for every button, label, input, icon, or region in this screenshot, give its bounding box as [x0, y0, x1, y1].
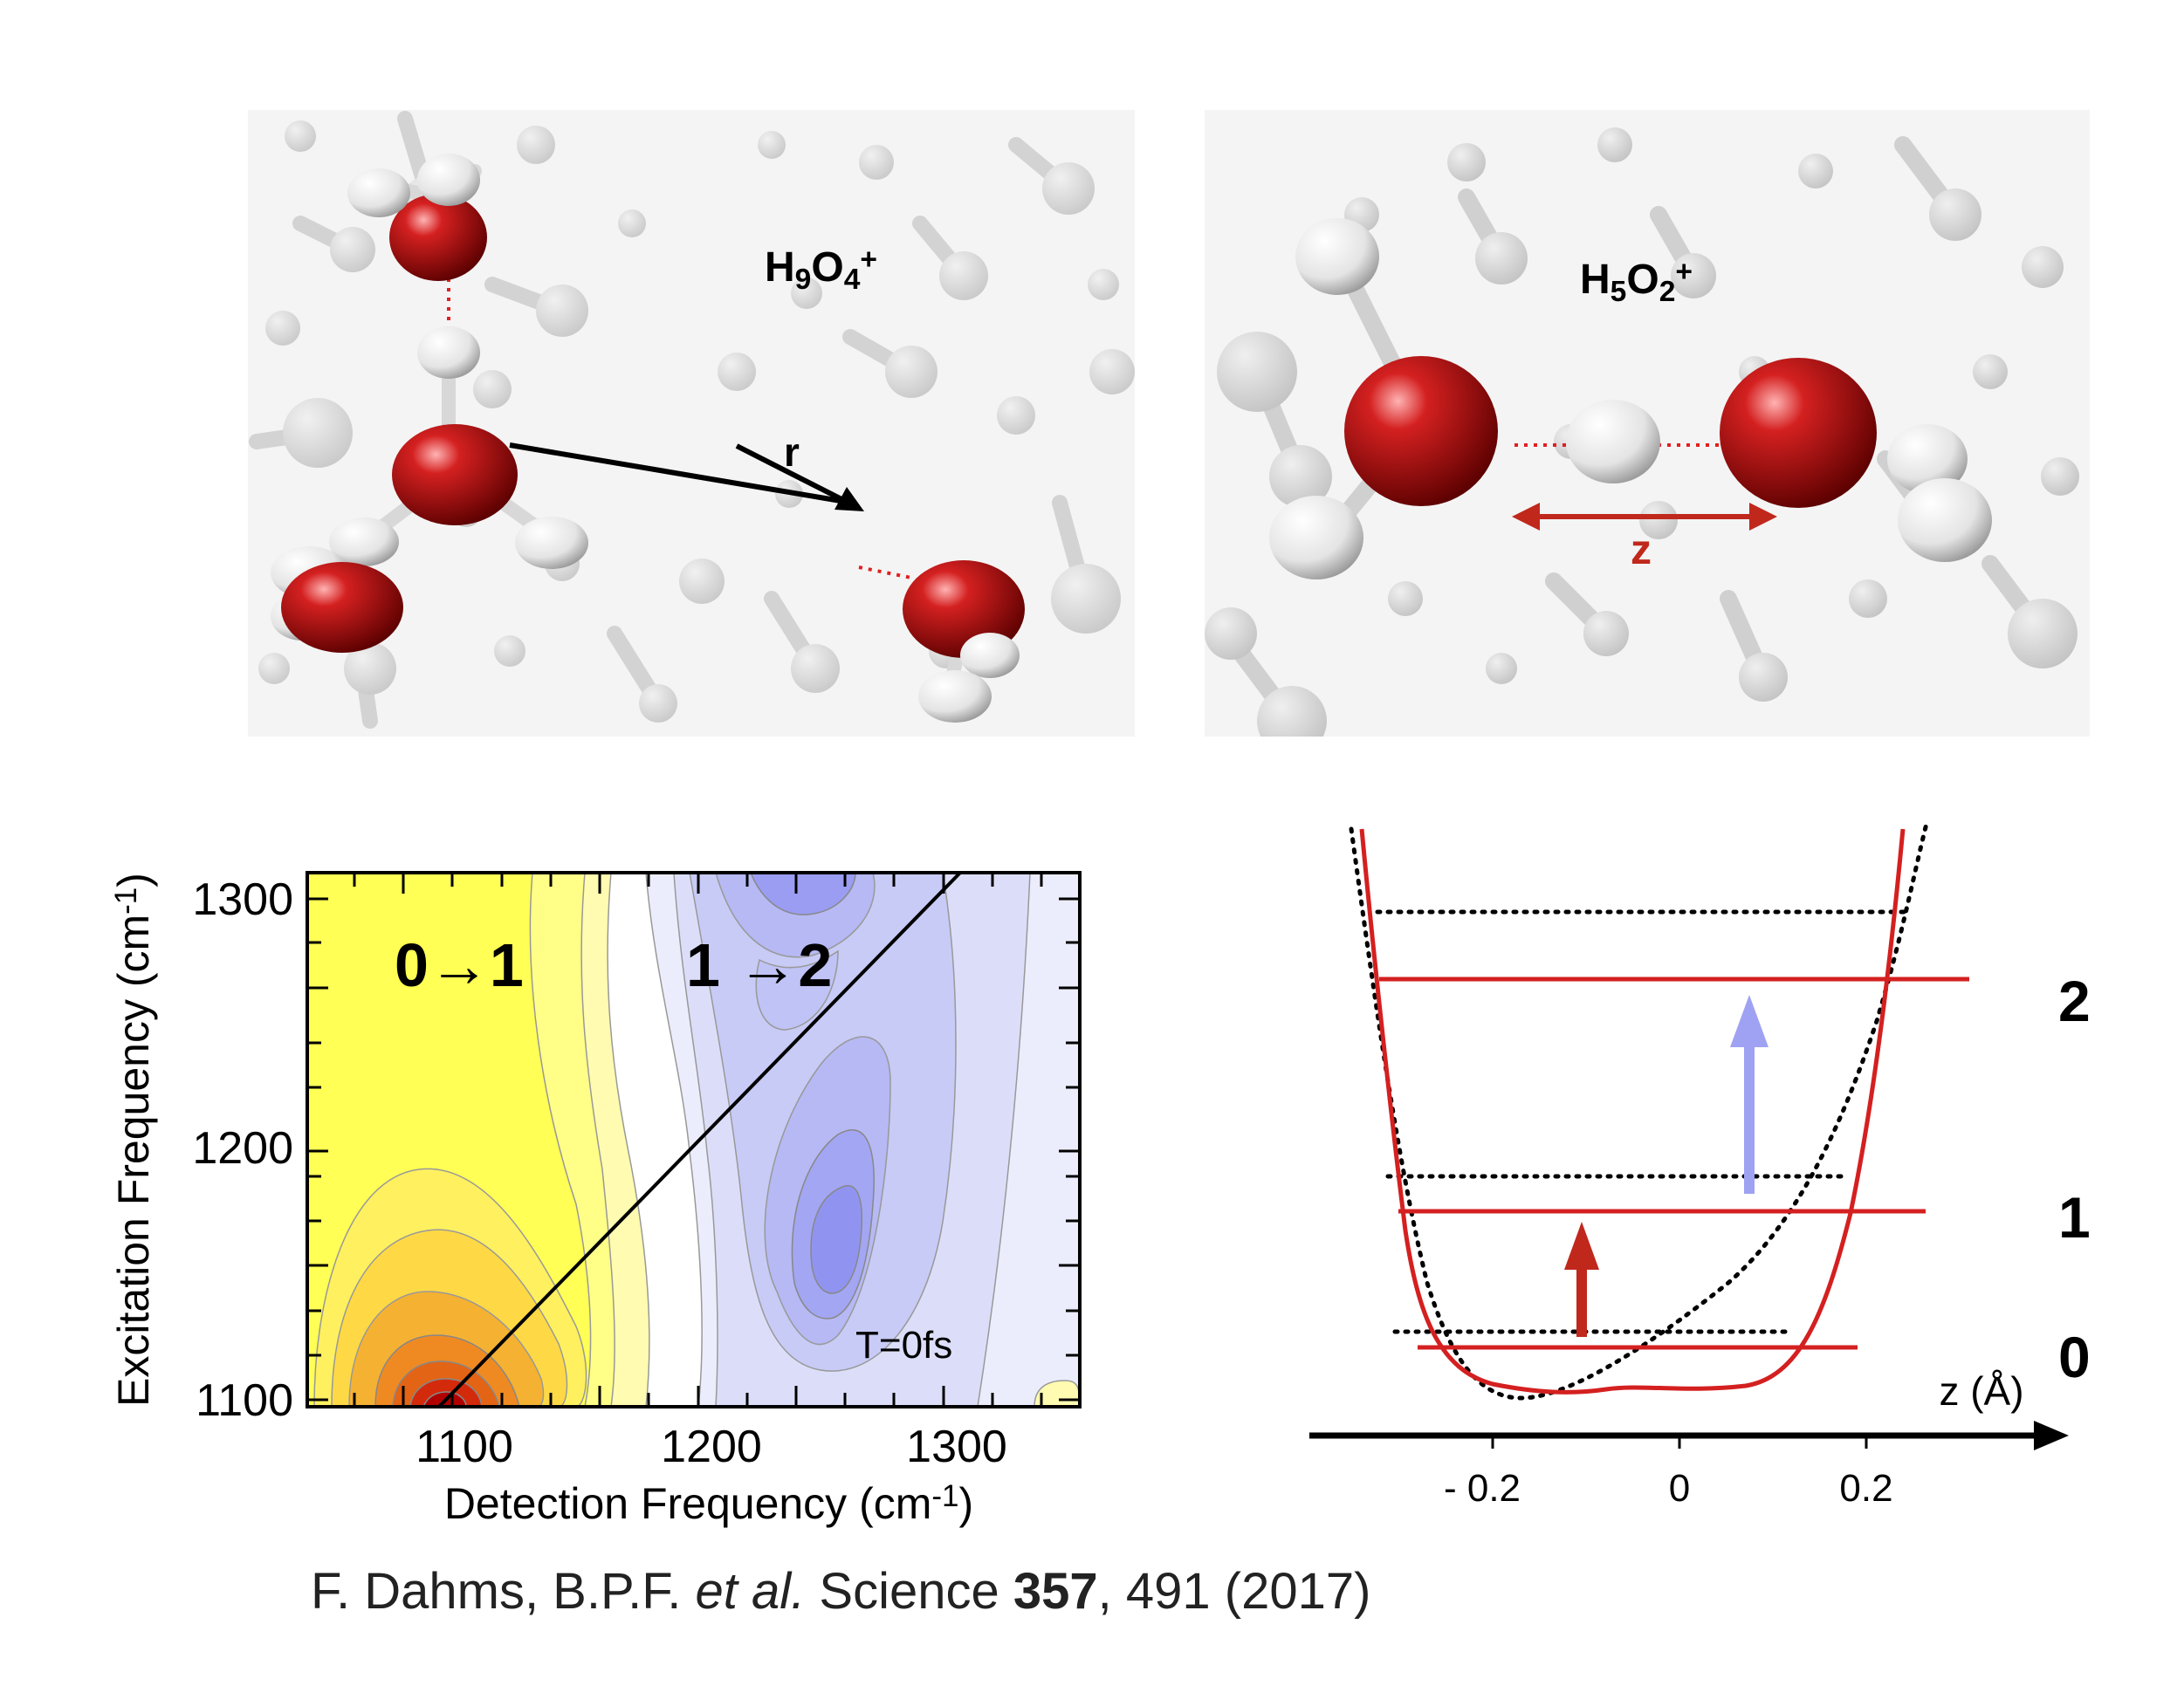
hydrogen-atom: [1269, 496, 1363, 579]
dotted-energy-levels: [1375, 909, 1907, 1334]
x-tick-label: 1300: [906, 1422, 1007, 1472]
x-tick-label: 1200: [661, 1422, 762, 1472]
z-tick-label: 0: [1669, 1467, 1690, 1510]
double-well-potential-curve: [1359, 828, 1906, 1395]
diagonal-line: [437, 873, 962, 1407]
transition-label-0-1: 0→1: [395, 931, 524, 999]
r-label: r: [784, 429, 800, 475]
y-tick-label: 1300: [192, 874, 293, 925]
z-double-arrow: [1512, 503, 1777, 531]
citation-volume: 357: [1013, 1563, 1098, 1620]
asymmetric-potential-curve: [1349, 818, 1930, 1401]
hydrogen-atom: [1898, 478, 1992, 562]
level-label-1: 1: [2058, 1185, 2091, 1250]
transition-arrow-1-2: [1730, 995, 1768, 1194]
y-tick-label: 1200: [192, 1123, 293, 1174]
z-axis-label: z (Å): [1939, 1368, 2023, 1414]
h9o4-molecule-panel: r H9O4+: [248, 110, 1135, 737]
central-oxygen-atom: [392, 424, 518, 525]
level-label-0: 0: [2058, 1325, 2091, 1389]
z-axis-ticks: [1491, 1436, 1868, 1449]
citation-journal: Science: [805, 1563, 1013, 1620]
x-tick-label: 1100: [416, 1422, 513, 1472]
background-molecules: [1205, 127, 2079, 737]
waiting-time-label: T=0fs: [855, 1324, 952, 1367]
oxygen-atom: [389, 194, 487, 281]
citation-etal: et al.: [695, 1563, 806, 1620]
transition-label-1-2: 1 →2: [686, 931, 832, 999]
2d-ir-spectrum: 1100 1200 1300 1100 1200 1300 Detection …: [109, 871, 1082, 1528]
potential-energy-diagram: - 0.2 0 0.2 z (Å) 0 1 2: [1309, 818, 2091, 1510]
hydrogen-atom: [1295, 218, 1379, 295]
z-tick-label: 0.2: [1839, 1467, 1892, 1510]
r-vector-arrow: [509, 442, 847, 504]
y-axis-ticks: [307, 897, 1080, 1402]
x-axis-ticks: [353, 873, 1043, 1407]
h5o2-label: H5O2+: [1580, 256, 1693, 307]
citation-pages-year: , 491 (2017): [1097, 1563, 1371, 1620]
hydrogen-atom: [347, 168, 410, 217]
hydrogen-atom: [960, 633, 1020, 678]
background-molecules: [249, 111, 1135, 729]
hydrogen-atom: [417, 326, 480, 379]
y-tick-label: 1100: [196, 1375, 293, 1426]
citation-authors: F. Dahms, B.P.F.: [311, 1563, 696, 1620]
hydrogen-atom: [1887, 424, 1968, 494]
hydrogen-atom: [918, 670, 992, 723]
plot-frame: [306, 871, 1082, 1408]
oxygen-atom: [281, 562, 403, 653]
oxygen-atom-left: [1344, 356, 1498, 506]
hydrogen-atom: [515, 517, 588, 569]
contour-map: [307, 873, 1080, 1407]
x-axis-label: Detection Frequency (cm-1): [444, 1479, 973, 1528]
level-label-2: 2: [2058, 969, 2091, 1033]
z-label: z: [1631, 527, 1652, 573]
z-tick-label: - 0.2: [1444, 1467, 1521, 1510]
red-energy-levels: [1379, 977, 1969, 1350]
z-axis: [1309, 1421, 2069, 1450]
transition-arrow-0-1: [1564, 1222, 1599, 1337]
h9o4-label: H9O4+: [765, 243, 877, 295]
h5o2-molecule-panel: z H5O2+: [1205, 110, 2090, 737]
oxygen-atom-right: [1720, 358, 1877, 508]
shared-proton: [1566, 400, 1660, 483]
citation: F. Dahms, B.P.F. et al. Science 357, 491…: [311, 1562, 1370, 1621]
hydrogen-atom: [417, 154, 480, 206]
hydrogen-atom: [329, 517, 399, 566]
y-axis-label: Excitation Frequency (cm-1): [109, 873, 158, 1407]
